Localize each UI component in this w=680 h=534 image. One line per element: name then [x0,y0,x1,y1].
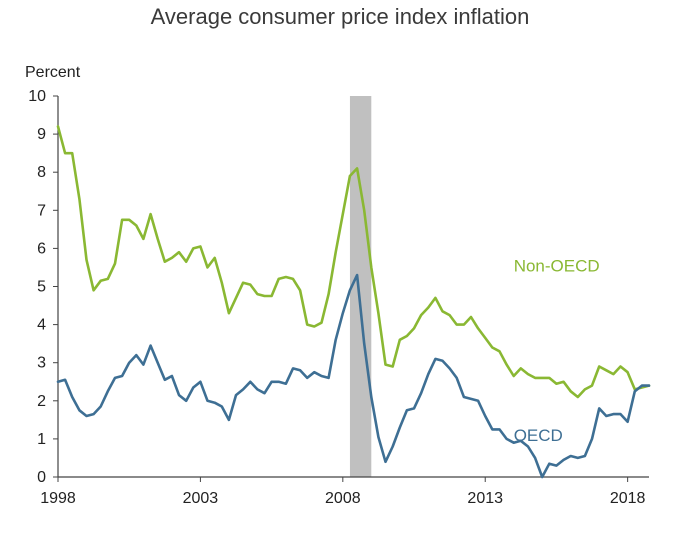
y-tick-label: 7 [37,202,46,219]
series-lines-group [56,125,651,479]
y-tick-label: 6 [37,240,46,257]
x-tick-label: 1998 [40,490,76,507]
y-tick-label: 0 [37,469,46,486]
y-axis-label: Percent [25,64,81,81]
y-tick-label: 3 [37,355,46,372]
x-tick-label: 2013 [467,490,503,507]
x-tick-label: 2008 [325,490,361,507]
series-line-oecd [56,273,651,479]
y-tick-label: 5 [37,279,46,296]
y-tick-label: 9 [37,126,46,143]
axes-group: 0 1 2 3 4 5 6 7 8 9 10 Percent 1998 2003 2008 2013 2018 [25,64,649,507]
y-tick-label: 8 [37,164,46,181]
labels-group: Non-OECD OECD [514,256,600,445]
recession-shade [349,96,372,477]
x-tick-label: 2003 [183,490,219,507]
series-line-non-oecd [56,125,651,399]
series-label-oecd: OECD [514,426,563,445]
y-tick-label: 10 [28,88,46,105]
y-tick-label: 2 [37,393,46,410]
chart-title: Average consumer price index inflation [150,4,530,29]
x-tick-label: 2018 [610,490,646,507]
recession-shading-group [349,96,372,477]
y-tick-label: 4 [37,317,46,334]
series-label-non-oecd: Non-OECD [514,256,600,275]
y-tick-label: 1 [37,431,46,448]
